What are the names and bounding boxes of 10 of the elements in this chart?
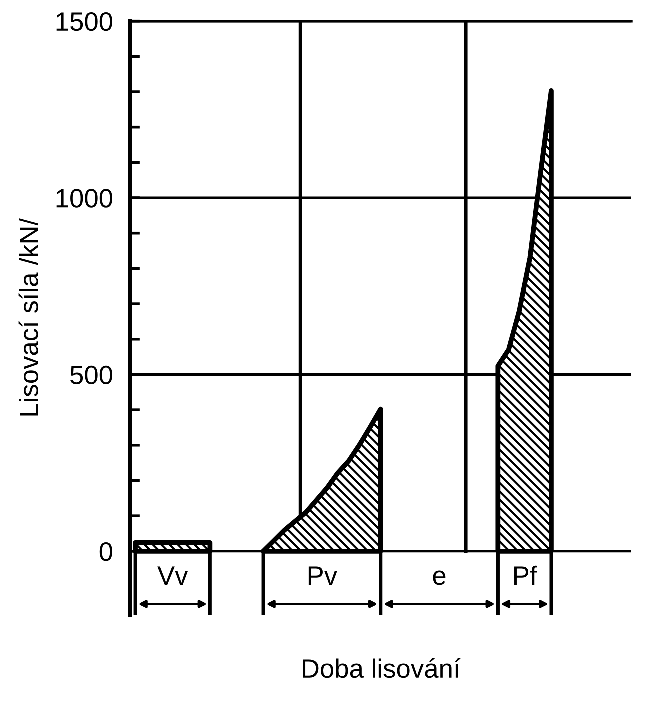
annotation: Pf xyxy=(514,566,538,585)
annotation: Pv xyxy=(308,566,338,585)
y-tick-label: 0 xyxy=(100,542,113,562)
y-axis-title: Lisovací síla /kN/ xyxy=(18,218,39,416)
annotation: Vv xyxy=(158,566,188,585)
y-tick-label: 1500 xyxy=(56,12,113,32)
x-axis-title: Doba lisování xyxy=(303,658,461,678)
y-tick-label: 500 xyxy=(70,366,113,385)
annotation: e xyxy=(433,570,446,586)
y-tick-label: 1000 xyxy=(56,189,113,208)
